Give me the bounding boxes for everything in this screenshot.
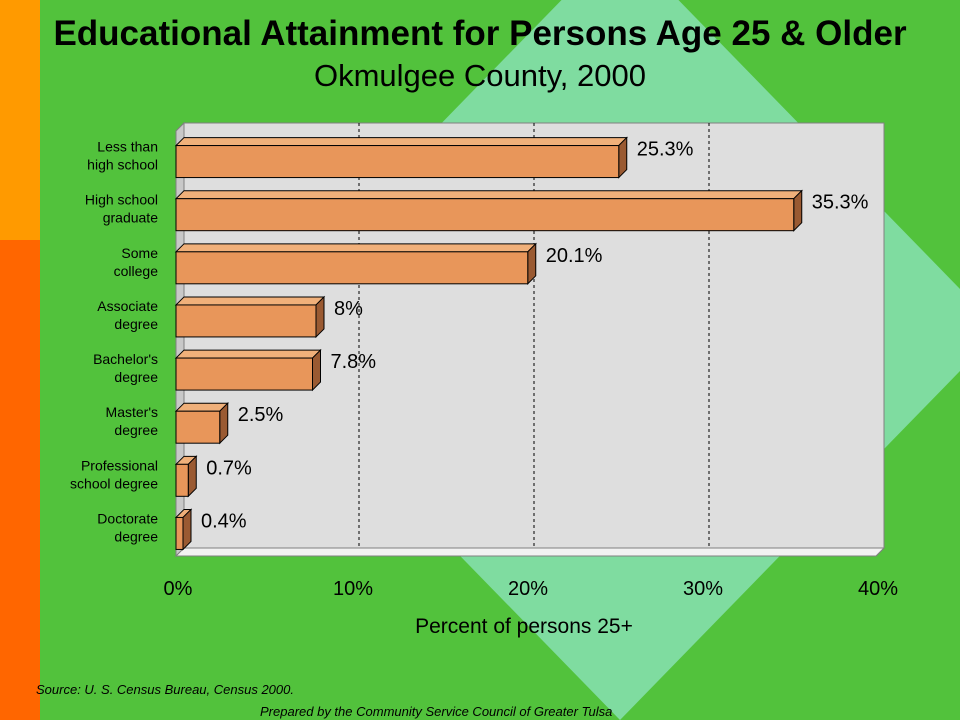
category-label-line: Professional [81,457,158,473]
category-label-line: graduate [103,210,158,226]
bar-front [175,145,620,179]
x-tick-label: 0% [164,578,193,600]
x-tick-label: 40% [858,578,898,600]
bar [174,508,193,551]
bar-top [174,296,326,306]
category-label: High school graduate [85,192,158,226]
bar-front [175,516,184,550]
x-tick-label: 30% [683,578,723,600]
data-label: 35.3% [812,192,869,214]
category-label: Less than high school [87,139,158,173]
x-axis-label: Percent of persons 25+ [415,615,633,638]
category-label-line: school degree [70,475,158,491]
bar [174,401,229,445]
x-tick-label: 10% [333,578,373,600]
category-label: Professional school degree [70,457,158,491]
bar [174,189,803,232]
category-label-line: Master's [106,404,158,420]
plot-area-floor [174,547,886,557]
bar-front [175,357,313,391]
category-label-line: college [114,263,159,279]
prepared-by-note: Prepared by the Community Service Counci… [260,704,613,719]
category-label-line: Some [121,245,158,261]
bar [174,295,326,339]
side-band-bottom [0,240,40,720]
bar-top [174,349,322,359]
category-label-line: High school [85,192,158,208]
data-label: 8% [334,298,363,320]
plot-area [174,121,886,558]
bar-top [174,137,628,147]
data-label: 0.7% [206,457,252,479]
bar [174,242,537,286]
bar-front [175,410,221,444]
bar-top [174,190,803,200]
side-band-top [0,0,40,240]
category-label-line: Bachelor's [93,351,158,367]
data-label: 25.3% [637,139,694,161]
bar-top [174,243,537,253]
chart-subtitle: Okmulgee County, 2000 [313,58,646,93]
data-labels: 25.3% 35.3% 20.1% 8% 7.8% 2.5% 0.7% 0.4% [201,139,869,533]
category-label-line: degree [114,316,158,332]
bar [174,136,628,179]
data-label: 0.4% [201,510,247,532]
bar-front [175,251,529,285]
bar-front [175,304,317,338]
plot-area-back [175,122,885,557]
x-tick-labels: 0% 10% 20% 30% 40% [164,578,899,600]
category-label-line: degree [114,528,158,544]
category-label: Some college [114,245,159,279]
bar-front [175,198,795,232]
category-label: Bachelor's degree [93,351,158,385]
category-label-line: degree [114,422,158,438]
category-label-line: Less than [97,139,158,155]
category-label: Doctorate degree [97,510,158,544]
data-label: 7.8% [331,351,377,373]
bars [174,136,803,551]
gridlines [358,123,710,548]
source-note: Source: U. S. Census Bureau, Census 2000… [36,682,294,697]
data-label: 20.1% [546,245,603,267]
bar [174,348,322,392]
bar-top [174,402,229,412]
category-labels: Less than high school High school graduate S… [70,139,158,545]
category-label-line: degree [114,369,158,385]
category-label-line: Doctorate [97,510,158,526]
x-tick-label: 20% [508,578,548,600]
bar-front [175,463,189,497]
category-label: Associate degree [97,298,158,332]
data-label: 2.5% [238,404,284,426]
chart-title: Educational Attainment for Persons Age 2… [53,14,907,53]
category-label: Master's degree [106,404,159,438]
bar [174,455,198,498]
category-label-line: Associate [97,298,158,314]
category-label-line: high school [87,157,158,173]
